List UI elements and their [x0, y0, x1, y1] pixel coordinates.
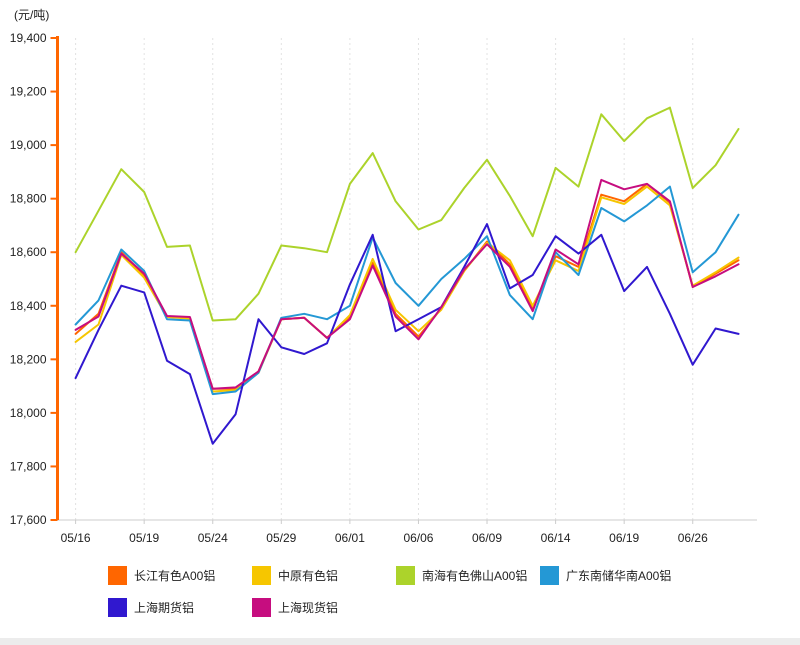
x-axis-label: 06/06: [403, 531, 433, 545]
legend-item-1[interactable]: 中原有色铝: [252, 566, 338, 585]
x-axis-label: 06/19: [609, 531, 639, 545]
x-axis-label: 05/19: [129, 531, 159, 545]
y-axis-label: 19,200: [10, 85, 47, 99]
legend-label: 中原有色铝: [278, 569, 339, 583]
y-axis-label: 19,000: [10, 138, 47, 152]
legend-item-2[interactable]: 南海有色佛山A00铝: [396, 566, 527, 585]
page-bottom-strip: [0, 638, 800, 645]
x-axis-label: 05/16: [61, 531, 91, 545]
y-axis-label: 17,800: [10, 459, 47, 473]
legend-swatch-icon: [108, 566, 127, 585]
x-axis-label: 05/24: [198, 531, 228, 545]
series-line-3: [74, 185, 740, 396]
x-axis-label: 06/26: [678, 531, 708, 545]
x-axis-label: 05/29: [266, 531, 296, 545]
series-line-4: [74, 223, 740, 445]
legend-item-0[interactable]: 长江有色A00铝: [108, 566, 215, 585]
legend-label: 长江有色A00铝: [134, 569, 216, 583]
y-axis-label: 18,000: [10, 406, 47, 420]
series-line-5: [74, 178, 740, 390]
legend-swatch-icon: [108, 598, 127, 617]
y-axis-unit-label: (元/吨): [14, 8, 50, 22]
legend-item-5[interactable]: 上海现货铝: [252, 598, 338, 617]
legend-swatch-icon: [540, 566, 559, 585]
legend-swatch-icon: [396, 566, 415, 585]
y-axis-label: 19,400: [10, 31, 47, 45]
y-axis-label: 18,200: [10, 352, 47, 366]
legend-label: 上海现货铝: [278, 601, 339, 615]
legend-label: 广东南储华南A00铝: [566, 569, 672, 583]
y-axis-label: 17,600: [10, 513, 47, 527]
y-axis-label: 18,800: [10, 192, 47, 206]
legend-label: 上海期货铝: [134, 601, 195, 615]
legend-swatch-icon: [252, 598, 271, 617]
x-axis-label: 06/09: [472, 531, 502, 545]
x-axis-label: 06/14: [541, 531, 571, 545]
x-axis-label: 06/01: [335, 531, 365, 545]
legend-item-4[interactable]: 上海期货铝: [108, 598, 194, 617]
legend-item-3[interactable]: 广东南储华南A00铝: [540, 566, 671, 585]
legend-label: 南海有色佛山A00铝: [422, 569, 528, 583]
series-line-1: [74, 185, 740, 393]
series-line-2: [74, 106, 740, 322]
y-axis-label: 18,400: [10, 299, 47, 313]
y-axis-label: 18,600: [10, 245, 47, 259]
legend-swatch-icon: [252, 566, 271, 585]
